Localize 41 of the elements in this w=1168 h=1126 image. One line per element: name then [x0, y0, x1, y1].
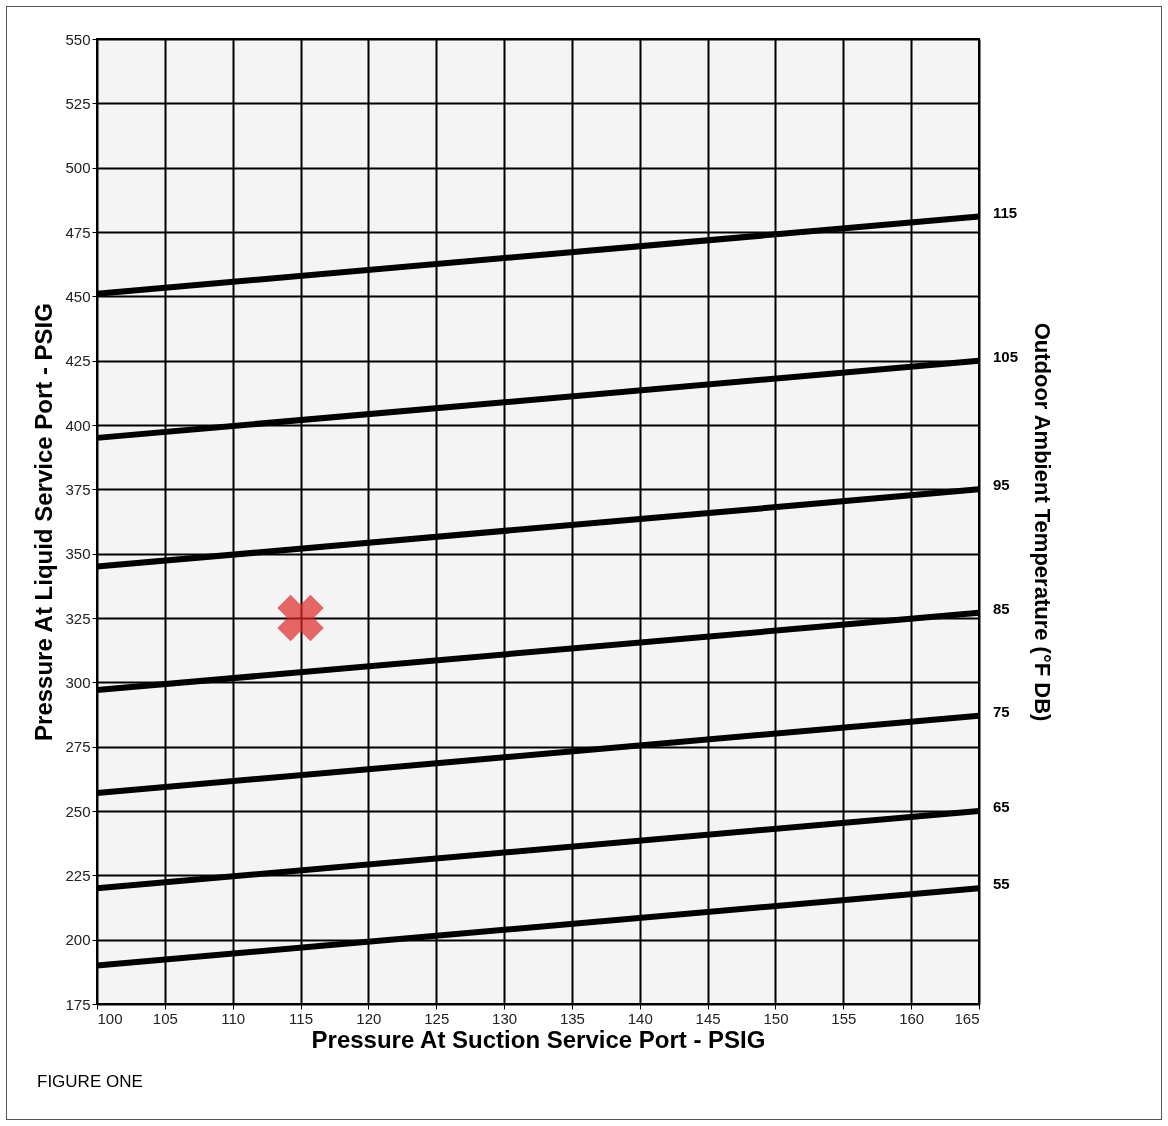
x-tick-label: 130	[492, 1009, 518, 1027]
x-tick-label: 155	[831, 1009, 857, 1027]
x-tick-label: 150	[763, 1009, 789, 1027]
y-tick-label: 475	[65, 223, 91, 241]
y-tick-label: 300	[65, 673, 91, 691]
y-tick-label: 550	[65, 30, 91, 48]
y-tick-label: 225	[65, 866, 91, 884]
series-label: 65	[993, 798, 1010, 815]
x-tick-label: 160	[899, 1009, 925, 1027]
y-tick-label: 275	[65, 738, 91, 756]
x-tick-label: 120	[356, 1009, 382, 1027]
x-tick-label: 115	[289, 1009, 313, 1027]
x-tick-label: 165	[954, 1009, 980, 1027]
y-tick-label: 350	[65, 545, 91, 563]
x-tick-label: 140	[627, 1009, 653, 1027]
series-label: 105	[993, 347, 1019, 365]
y-tick-label: 500	[65, 159, 91, 177]
x-tick-label: 135	[559, 1009, 585, 1027]
y-tick-label: 425	[65, 352, 91, 370]
series-label: 85	[993, 599, 1010, 617]
x-tick-label: 145	[695, 1009, 721, 1027]
y-tick-label: 325	[65, 609, 91, 627]
text: FIGURE ONE	[37, 1072, 143, 1092]
series-label: 55	[993, 875, 1010, 893]
y-tick-label: 375	[65, 480, 91, 498]
series-label: 75	[993, 702, 1010, 720]
y-tick-label: 400	[65, 416, 91, 434]
x-tick-label: 125	[424, 1009, 450, 1027]
y-tick-label: 175	[65, 995, 91, 1013]
y-tick-label: 450	[65, 287, 91, 305]
y-tick-label: 200	[65, 931, 91, 949]
series-label: 115	[993, 203, 1018, 221]
y2-axis-title: Outdoor Ambient Temperature (°F DB)	[1029, 322, 1055, 722]
y-tick-label: 525	[65, 94, 91, 112]
series-label: 95	[993, 476, 1010, 494]
x-tick-label: 105	[152, 1009, 178, 1027]
y-axis-title: Pressure At Liquid Service Port - PSIG	[30, 303, 58, 741]
x-tick-label: 100	[97, 1009, 123, 1027]
x-tick-label: 110	[221, 1009, 246, 1027]
y-tick-label: 250	[65, 802, 91, 820]
x-axis-title: Pressure At Suction Service Port - PSIG	[311, 1025, 766, 1053]
